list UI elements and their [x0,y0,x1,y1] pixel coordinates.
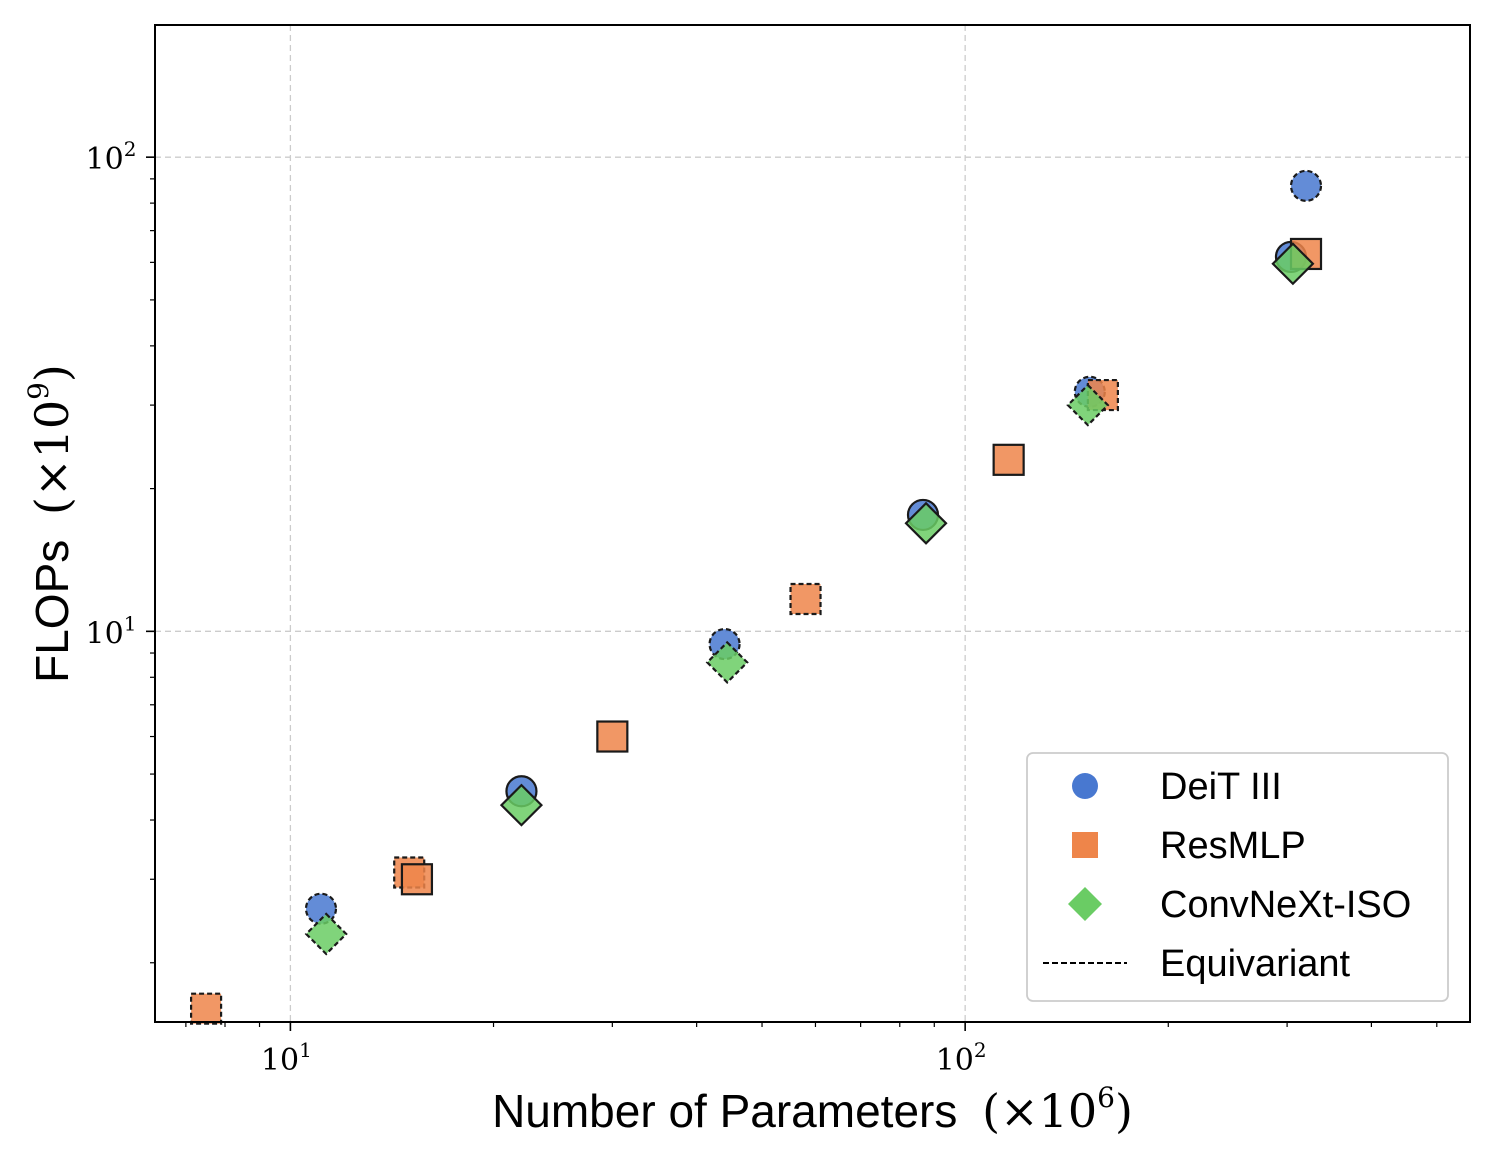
x-axis-label: Number of Parameters (×106) [492,1081,1133,1138]
axis-ticks: 101 102 101 102 [86,137,1438,1078]
x-tick-label: 102 [936,1038,987,1078]
legend-square-marker [1072,832,1098,858]
y-axis-unit: (×10 [25,400,79,515]
circle-point [1289,169,1323,202]
y-axis-label: FLOPs (×109) [22,364,79,683]
series-convnext-iso [304,242,1315,956]
square-point [189,992,223,1025]
legend-label: ConvNeXt-ISO [1160,884,1411,926]
diamond-point [499,783,544,827]
square-point [596,720,629,753]
legend-diamond-marker [1068,887,1102,921]
x-axis-unit-close: ) [1115,1084,1133,1138]
x-axis-unit-exponent: 6 [1097,1081,1115,1114]
legend-box [1026,752,1449,1002]
y-tick-label: 102 [86,137,137,177]
y-axis-label-text: FLOPs [26,540,78,683]
plot-frame [154,24,1471,1023]
grid-lines [155,25,1470,1022]
x-axis-unit: (×10 [982,1084,1097,1138]
square-point [992,443,1025,476]
square-point [400,863,434,896]
diamond-point [705,640,749,684]
data-points [189,169,1323,1025]
diamond-point [304,912,348,956]
legend-label: ResMLP [1160,825,1306,867]
x-tick-label: 101 [261,1038,312,1078]
diamond-point [1271,242,1315,286]
diamond-point [904,501,948,545]
legend-label: Equivariant [1160,943,1351,985]
y-axis-unit-close: ) [25,364,79,382]
legend: DeiT III ResMLP ConvNeXt-ISO Equivariant [1026,752,1449,1002]
y-axis-unit-exponent: 9 [22,382,55,400]
square-point [789,582,822,616]
legend-label: DeiT III [1160,766,1282,808]
x-axis-label-text: Number of Parameters [492,1085,957,1137]
y-tick-label: 101 [86,611,137,651]
legend-circle-marker [1072,773,1098,799]
diamond-point [1066,383,1110,427]
